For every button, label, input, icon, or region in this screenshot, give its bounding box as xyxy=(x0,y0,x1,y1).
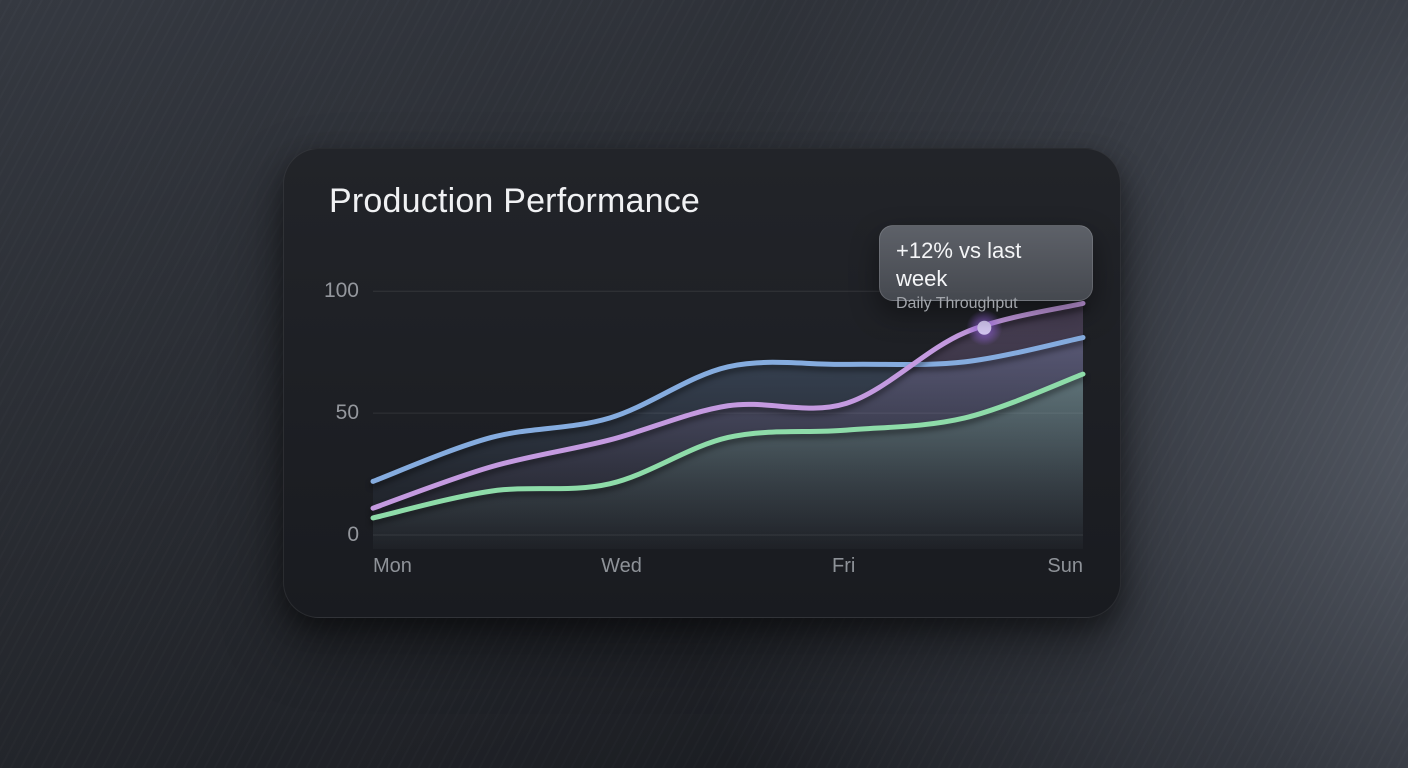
y-tick-label-0: 0 xyxy=(347,523,359,546)
line-series-violet[interactable] xyxy=(370,300,1086,511)
chart-plot-area[interactable]: 0 50 100 Mon Wed Fri Sun xyxy=(324,279,1086,577)
chart-canvas[interactable] xyxy=(370,279,1086,559)
tooltip-headline: +12% vs last week xyxy=(896,238,1022,291)
area-fill-green xyxy=(373,374,1083,549)
x-tick-label-wed: Wed xyxy=(601,555,642,577)
highlight-dot[interactable] xyxy=(977,320,992,335)
x-tick-label-mon: Mon xyxy=(373,555,412,577)
line-series-green[interactable] xyxy=(370,371,1086,521)
line-series-blue[interactable] xyxy=(370,335,1086,484)
x-tick-label-sun: Sun xyxy=(1047,555,1083,577)
production-performance-card: Production Performance 0 50 100 Mon Wed Fri Su… xyxy=(283,148,1121,618)
y-tick-label-50: 50 xyxy=(335,401,359,425)
x-tick-label-fri: Fri xyxy=(832,555,856,577)
y-tick-label-100: 100 xyxy=(323,279,359,303)
tooltip-label: Daily Throughput xyxy=(896,295,1018,312)
chart-tooltip: +12% vs last week Daily Throughput xyxy=(879,225,1093,312)
card-title: Production Performance xyxy=(329,182,701,220)
